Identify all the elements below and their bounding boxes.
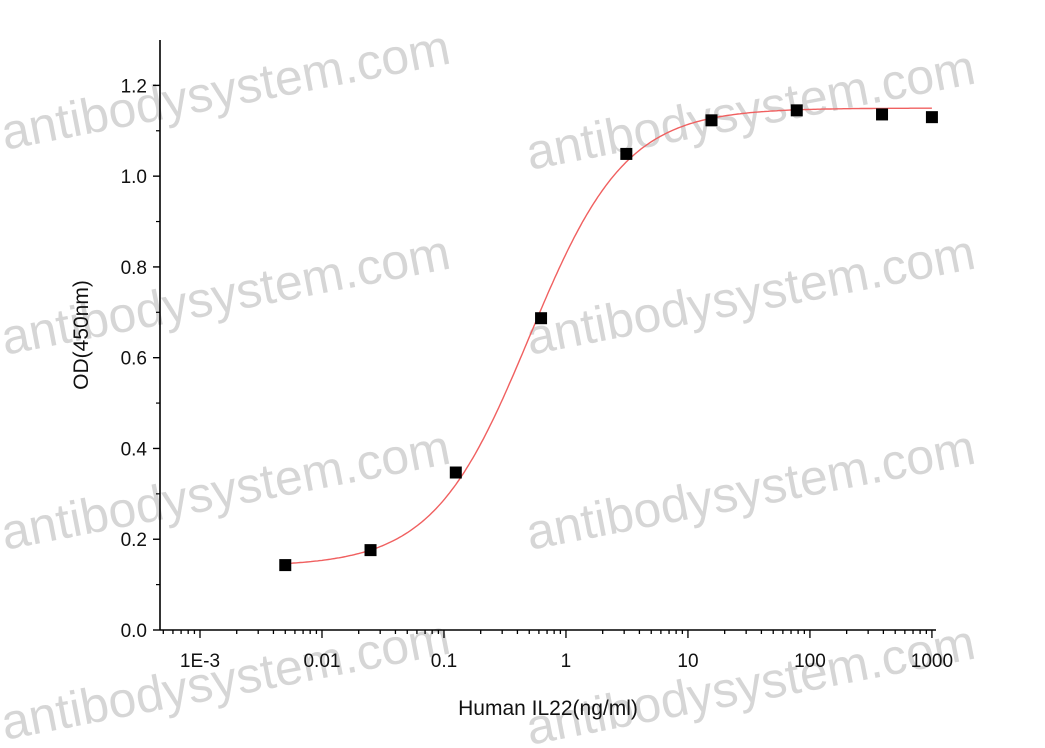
watermark-text: antibodysystem.com [0,419,454,561]
fit-curve [285,107,932,565]
data-point [876,108,889,121]
x-axis-title: Human IL22(ng/ml) [458,697,638,720]
y-tick-label: 0.4 [121,439,148,460]
x-tick-label: 0.1 [431,651,457,672]
x-tick-label: 1 [561,651,572,672]
data-point [449,466,462,479]
y-tick-label: 0.6 [121,349,147,370]
x-tick-label: 0.01 [303,651,340,672]
x-tick-label: 100 [794,651,826,672]
x-tick-label: 10 [677,651,698,672]
watermark-text: antibodysystem.com [521,419,979,561]
watermark-text: antibodysystem.com [521,224,979,366]
data-point [620,147,633,160]
y-tick-label: 0.2 [121,530,147,551]
y-tick-label: 1.2 [121,76,147,97]
data-point [279,559,292,572]
x-tick-label: 1000 [911,651,953,672]
watermark-text: antibodysystem.com [521,39,979,181]
data-points [279,104,938,572]
y-axis-title: OD(450nm) [70,280,93,390]
watermark-text: antibodysystem.com [0,224,454,366]
axes: 0.0 0.2 0.4 0.6 0.8 1.0 1.2 1E-3 0.01 0.1 1 10 100 10… [121,40,953,672]
y-tick-label: 1.0 [121,167,147,188]
data-point [364,544,377,557]
y-tick-label: 0.0 [121,621,147,642]
data-point [790,104,803,117]
data-point [705,114,718,127]
data-point [925,111,938,124]
watermark-text: antibodysystem.com [0,19,454,161]
y-tick-label: 0.8 [121,258,147,279]
data-point [535,312,548,325]
watermark-text: antibodysystem.com [521,614,979,748]
x-tick-label: 1E-3 [180,651,220,672]
